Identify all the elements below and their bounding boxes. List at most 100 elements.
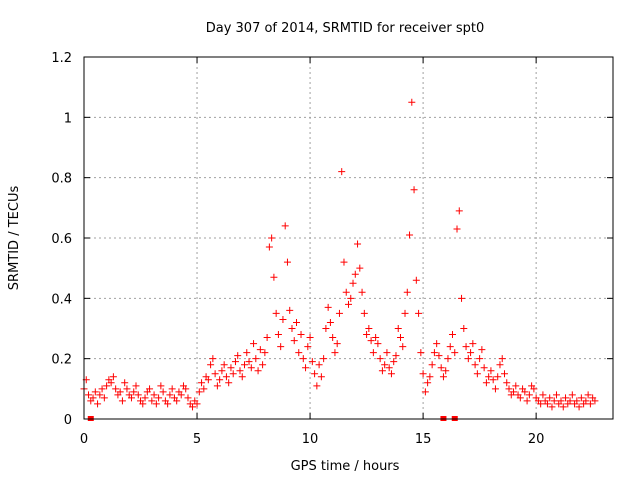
data-point [378,367,386,375]
data-point [437,364,445,372]
data-point [164,400,172,408]
data-point [458,294,466,302]
data-point [259,361,267,369]
data-point [209,355,217,363]
data-point [96,391,104,399]
data-point [412,276,420,284]
data-point [464,355,472,363]
y-tick-label: 1 [64,111,72,126]
data-point [351,270,359,278]
data-point [496,361,504,369]
plot-frame [83,56,614,420]
data-point [85,391,93,399]
data-point [444,355,452,363]
data-point [152,400,160,408]
data-point [575,403,583,411]
data-point [525,391,533,399]
grid-lines [84,57,613,419]
data-point [473,370,481,378]
data-point [293,318,301,326]
data-point [566,397,574,405]
data-point [419,370,427,378]
data-point [216,376,224,384]
y-tick-labels: 0 0.2 0.4 0.6 0.8 1 1.2 [51,51,72,428]
data-point [467,349,475,357]
data-point [297,331,305,339]
data-point [177,391,185,399]
data-point [363,331,371,339]
data-point [372,334,380,342]
x-tick-label: 10 [302,432,319,447]
data-point [516,394,524,402]
data-point [211,370,219,378]
data-point [358,288,366,296]
data-point [127,394,135,402]
data-point [243,349,251,357]
data-point [157,382,165,390]
data-point [308,358,316,366]
data-point [333,340,341,348]
data-point [234,352,242,360]
data-point [89,394,97,402]
data-point [367,337,375,345]
data-point [227,364,235,372]
data-point [103,382,111,390]
data-point [383,349,391,357]
data-point [155,394,163,402]
data-point [385,364,393,372]
data-point [453,225,461,233]
data-point [121,379,129,387]
data-point [342,288,350,296]
data-point [91,388,99,396]
data-point [322,325,330,332]
data-point [552,391,560,399]
data-point [476,355,484,363]
data-point [290,337,298,345]
data-point [480,364,488,372]
data-point [451,349,459,357]
data-point [471,361,479,369]
data-point [313,382,321,390]
y-axis-label: SRMTID / TECUs [7,186,22,291]
data-point [381,361,389,369]
data-point [356,264,364,272]
data-point [166,391,174,399]
data-point [317,373,325,381]
data-point [173,397,181,405]
data-point [591,397,599,405]
data-point [107,379,115,387]
data-point [231,358,239,366]
data-point [272,309,280,317]
data-point [410,186,418,194]
data-point [421,388,429,396]
data-point [139,400,147,408]
data-point [261,349,269,357]
data-point [489,376,497,384]
data-point [505,385,513,393]
data-point [390,358,398,366]
y-tick-label: 1.2 [51,51,72,66]
data-point [510,388,518,396]
data-point [134,391,142,399]
data-point [417,349,425,357]
data-point [146,385,154,393]
data-point [286,306,294,314]
data-point [247,364,255,372]
data-point [200,385,208,393]
data-point [94,400,102,408]
data-point [148,397,156,405]
data-point [568,391,576,399]
y-tick-label: 0 [64,413,72,428]
data-point [184,394,192,402]
data-point [426,373,434,381]
data-point [141,394,149,402]
data-point [198,379,206,387]
data-point [299,355,307,363]
data-points [80,98,599,421]
data-point [401,309,409,317]
data-point [455,207,463,215]
data-point [396,334,404,342]
data-point [254,367,262,375]
data-point [265,243,273,251]
